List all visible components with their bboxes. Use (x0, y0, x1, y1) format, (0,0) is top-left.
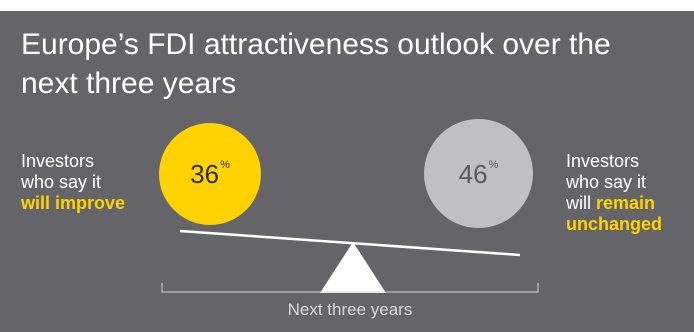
right-caption-line1: Investors (566, 151, 640, 171)
right-caption-line2: who say it (566, 172, 647, 192)
left-caption-line2: who say it (21, 172, 102, 192)
right-caption-line3: will remain (566, 193, 690, 214)
left-caption-highlight: will improve (21, 193, 126, 213)
improve-value: 36 (190, 159, 220, 189)
period-label: Next three years (287, 300, 413, 319)
chart-panel: Europe’s FDI attractiveness outlook over… (0, 11, 694, 332)
improve-value-label: 36% (190, 159, 230, 189)
right-caption-highlight2: unchanged (566, 214, 663, 234)
chart-title: Europe’s FDI attractiveness outlook over… (21, 28, 611, 100)
balance-scale (161, 229, 539, 293)
fulcrum-triangle (320, 242, 386, 293)
balance-beam (179, 229, 521, 257)
improve-circle: 36% (159, 123, 261, 225)
unchanged-value: 46 (458, 158, 488, 189)
right-caption-prefix: will (566, 193, 591, 213)
period-bracket (161, 283, 539, 293)
left-caption-line1: Investors (21, 151, 95, 171)
improve-unit: % (220, 159, 230, 171)
unchanged-value-label: 46% (458, 158, 499, 189)
right-caption: Investors who say it will remain unchang… (566, 151, 690, 235)
left-caption: Investors who say it will improve (21, 151, 161, 214)
unchanged-unit: % (488, 158, 499, 171)
unchanged-circle: 46% (424, 119, 533, 228)
right-caption-highlight1: remain (596, 193, 656, 213)
